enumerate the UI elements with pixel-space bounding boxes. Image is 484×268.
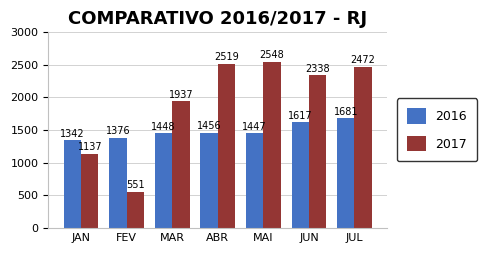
Bar (127, 192, 144, 228)
Bar (172, 102, 190, 228)
Bar (81, 154, 98, 228)
Text: 1937: 1937 (168, 90, 193, 100)
Text: 1342: 1342 (60, 129, 85, 139)
Bar (218, 64, 235, 228)
Text: 1456: 1456 (197, 121, 222, 131)
Legend: 2016, 2017: 2016, 2017 (397, 98, 477, 162)
Bar (337, 118, 354, 228)
Text: 1376: 1376 (106, 126, 130, 136)
Bar (263, 62, 281, 228)
Bar (64, 140, 81, 228)
Text: 1137: 1137 (77, 142, 102, 152)
Bar (246, 133, 263, 228)
Bar (354, 66, 372, 228)
Text: 1447: 1447 (242, 122, 267, 132)
Bar (155, 133, 172, 228)
Bar (200, 133, 218, 228)
Text: 2548: 2548 (259, 50, 285, 60)
Title: COMPARATIVO 2016/2017 - RJ: COMPARATIVO 2016/2017 - RJ (68, 10, 367, 28)
Text: 1681: 1681 (333, 107, 358, 117)
Bar (309, 75, 326, 228)
Text: 2338: 2338 (305, 64, 330, 74)
Text: 1617: 1617 (288, 111, 313, 121)
Bar (109, 138, 127, 228)
Text: 1448: 1448 (151, 122, 176, 132)
Text: 2519: 2519 (214, 52, 239, 62)
Bar (292, 122, 309, 228)
Text: 551: 551 (126, 180, 145, 190)
Text: 2472: 2472 (351, 55, 376, 65)
